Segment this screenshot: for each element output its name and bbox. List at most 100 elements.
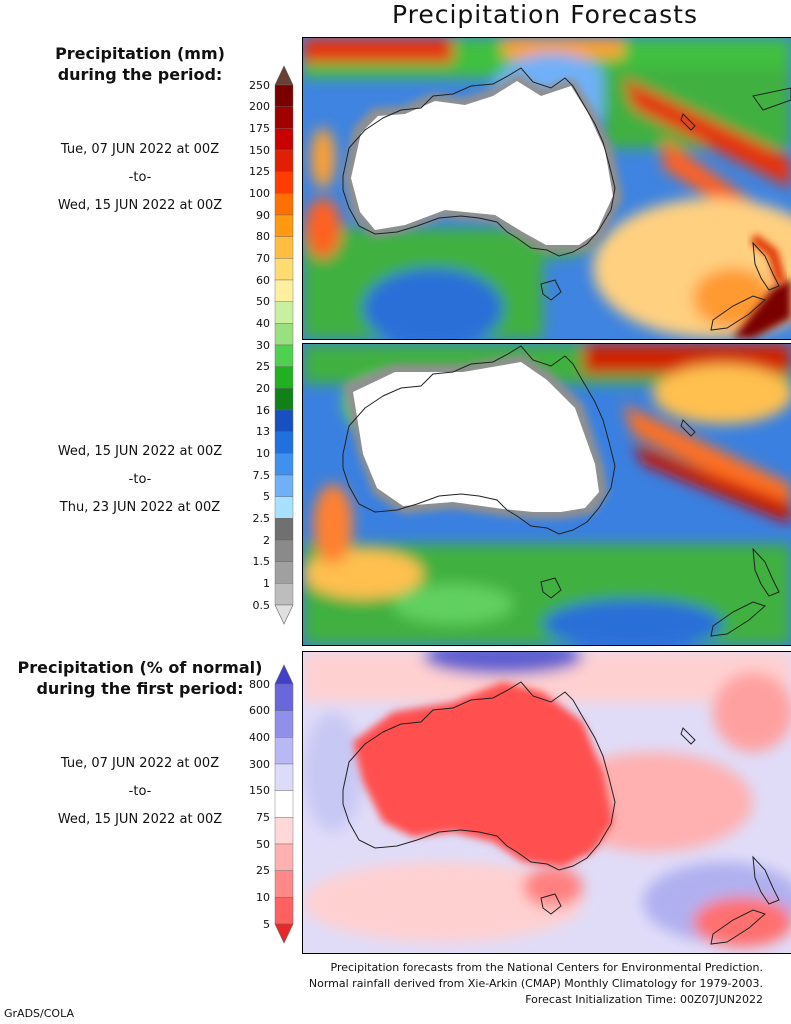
- period-2-end: Thu, 23 JUN 2022 at 00Z: [59, 500, 221, 515]
- map-panel-2: [302, 343, 791, 646]
- period-3-range: Tue, 07 JUN 2022 at 00Z -to- Wed, 15 JUN…: [20, 750, 260, 834]
- colorbar-tick-label: 16: [256, 403, 270, 417]
- colorbar-segment: [274, 214, 294, 237]
- map-panel-1: [302, 37, 791, 340]
- period-1-end: Wed, 15 JUN 2022 at 00Z: [57, 198, 223, 213]
- colorbar-segment: [274, 453, 294, 476]
- colorbar-segment: [274, 236, 294, 259]
- colorbar-top-arrow: [274, 65, 294, 86]
- colorbar-segment: [274, 843, 294, 871]
- period-1-sep: -to-: [128, 170, 152, 185]
- colorbar-segment: [274, 258, 294, 281]
- colorbar-segment: [274, 388, 294, 411]
- colorbar-segment: [274, 431, 294, 454]
- colorbar-tick-label: 800: [249, 677, 270, 691]
- colorbar-tick-label: 400: [249, 730, 270, 744]
- colorbar-segment: [274, 344, 294, 367]
- colorbar-segment: [274, 561, 294, 584]
- colorbar-segment: [274, 366, 294, 389]
- footer-notes: Precipitation forecasts from the Nationa…: [309, 960, 763, 1008]
- colorbar-segment: [274, 518, 294, 541]
- colorbar-segment: [274, 710, 294, 738]
- colorbar-segment: [274, 683, 294, 711]
- colorbar-tick-label: 50: [256, 837, 270, 851]
- period-2-range: Wed, 15 JUN 2022 at 00Z -to- Thu, 23 JUN…: [20, 438, 260, 522]
- precip-pct-map-week1: [303, 652, 791, 953]
- colorbar-tick-label: 1: [263, 576, 270, 590]
- pct-colorbar: [274, 664, 294, 944]
- colorbar-tick-label: 1.5: [252, 555, 271, 569]
- pct-colorbar-labels: 800 600 400 300 150 75 50 25 10 5: [230, 664, 272, 944]
- colorbar-segment: [274, 817, 294, 845]
- colorbar-tick-label: 5: [263, 917, 270, 931]
- footer-line-2: Normal rainfall derived from Xie-Arkin (…: [308, 977, 763, 990]
- colorbar-segment: [274, 301, 294, 324]
- period-1-range: Tue, 07 JUN 2022 at 00Z -to- Wed, 15 JUN…: [20, 136, 260, 220]
- precip-mm-heading-line1: Precipitation (mm): [55, 44, 225, 63]
- colorbar-tick-label: 150: [249, 784, 270, 798]
- colorbar-tick-label: 5: [263, 490, 270, 504]
- colorbar-tick-label: 25: [256, 360, 270, 374]
- precip-colorbar-labels: 250 200 175 150 125 100 90 80 70 60 50 40 30 25 20 16 13…: [230, 65, 272, 625]
- precip-map-week1: [303, 38, 791, 339]
- colorbar-tick-label: 125: [249, 165, 270, 179]
- colorbar-segment: [274, 870, 294, 898]
- colorbar-bottom-arrow: [274, 604, 294, 625]
- colorbar-tick-label: 80: [256, 230, 270, 244]
- colorbar-segment: [274, 193, 294, 216]
- colorbar-tick-label: 75: [256, 810, 270, 824]
- colorbar-segment: [274, 128, 294, 151]
- colorbar-tick-label: 20: [256, 381, 270, 395]
- colorbar-segment: [274, 496, 294, 519]
- footer-line-1: Precipitation forecasts from the Nationa…: [330, 961, 764, 974]
- precip-map-week2: [303, 344, 791, 645]
- colorbar-tick-label: 600: [249, 704, 270, 718]
- colorbar-segment: [274, 171, 294, 194]
- colorbar-segment: [274, 106, 294, 129]
- colorbar-tick-label: 90: [256, 208, 270, 222]
- colorbar-segment: [274, 84, 294, 107]
- precip-mm-heading-line2: during the period:: [57, 65, 223, 84]
- colorbar-tick-label: 10: [256, 446, 270, 460]
- colorbar-tick-label: 50: [256, 295, 270, 309]
- period-3-start: Tue, 07 JUN 2022 at 00Z: [60, 756, 220, 771]
- grads-credit: GrADS/COLA: [4, 1007, 74, 1020]
- colorbar-segment: [274, 583, 294, 606]
- colorbar-segment: [274, 279, 294, 302]
- colorbar-tick-label: 2.5: [252, 511, 271, 525]
- colorbar-segment: [274, 539, 294, 562]
- colorbar-bottom-arrow: [274, 923, 294, 944]
- colorbar-tick-label: 60: [256, 273, 270, 287]
- page-title: Precipitation Forecasts: [391, 0, 699, 29]
- colorbar-tick-label: 30: [256, 338, 270, 352]
- precip-pct-heading: Precipitation (% of normal) during the f…: [10, 657, 270, 699]
- map-panel-3: [302, 651, 791, 954]
- precip-pct-heading-line2: during the first period:: [36, 679, 244, 698]
- colorbar-segment: [274, 409, 294, 432]
- precip-pct-heading-line1: Precipitation (% of normal): [17, 658, 263, 677]
- colorbar-tick-label: 40: [256, 316, 270, 330]
- colorbar-tick-label: 100: [249, 186, 270, 200]
- colorbar-tick-label: 70: [256, 251, 270, 265]
- colorbar-segment: [274, 474, 294, 497]
- colorbar-tick-label: 13: [256, 425, 270, 439]
- colorbar-tick-label: 150: [249, 143, 270, 157]
- colorbar-tick-label: 0.5: [252, 598, 271, 612]
- colorbar-segment: [274, 737, 294, 765]
- colorbar-tick-label: 250: [249, 78, 270, 92]
- colorbar-tick-label: 200: [249, 100, 270, 114]
- footer-line-3: Forecast Initialization Time: 00Z07JUN20…: [525, 993, 763, 1006]
- colorbar-tick-label: 175: [249, 121, 270, 135]
- period-1-start: Tue, 07 JUN 2022 at 00Z: [60, 142, 220, 157]
- colorbar-tick-label: 10: [256, 890, 270, 904]
- colorbar-segment: [274, 897, 294, 925]
- colorbar-tick-label: 7.5: [252, 468, 271, 482]
- colorbar-tick-label: 300: [249, 757, 270, 771]
- colorbar-top-arrow: [274, 664, 294, 685]
- period-2-start: Wed, 15 JUN 2022 at 00Z: [57, 444, 223, 459]
- colorbar-segment: [274, 763, 294, 791]
- colorbar-segment: [274, 149, 294, 172]
- period-3-sep: -to-: [128, 784, 152, 799]
- period-2-sep: -to-: [128, 472, 152, 487]
- precip-mm-heading: Precipitation (mm) during the period:: [20, 43, 260, 85]
